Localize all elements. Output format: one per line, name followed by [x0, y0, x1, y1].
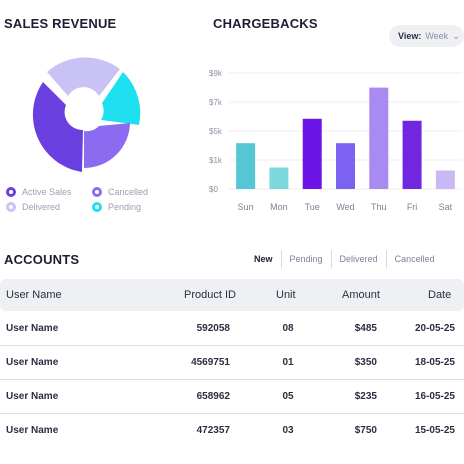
legend-cancelled: Cancelled	[92, 187, 148, 197]
y-tick-label: $5k	[209, 127, 223, 136]
x-tick-label: Mon	[270, 202, 288, 212]
bar-fri[interactable]	[402, 120, 422, 189]
cell-date: 18-05-25	[414, 357, 455, 368]
bar-wed[interactable]	[336, 143, 355, 189]
legend-dot-icon	[92, 187, 102, 197]
table-row[interactable]: User Name 4569751 01 $350 18-05-25	[0, 345, 464, 380]
chevron-down-icon: ⌄	[452, 30, 460, 41]
cell-date: 20-05-25	[414, 323, 455, 334]
tab-delivered[interactable]: Delivered	[339, 254, 378, 264]
legend-dot-icon	[6, 202, 16, 212]
column-header-user-name[interactable]: User Name	[6, 289, 62, 301]
tab-pending[interactable]: Pending	[289, 254, 323, 264]
cell-amount: $235	[354, 391, 377, 402]
accounts-tabs: New Pending Delivered Cancelled	[246, 250, 443, 268]
table-header: User Name Product ID Unit Amount Date	[0, 279, 464, 311]
y-tick-label: $7k	[209, 98, 223, 107]
legend-dot-icon	[6, 187, 16, 197]
x-tick-label: Tue	[305, 202, 320, 212]
y-tick-label: $1k	[209, 156, 223, 165]
cell-amount: $350	[354, 357, 377, 368]
x-tick-label: Thu	[371, 202, 387, 212]
table-row[interactable]: User Name 592058 08 $485 20-05-25	[0, 311, 464, 346]
tab-cancelled[interactable]: Cancelled	[394, 254, 435, 264]
bar-sat[interactable]	[435, 170, 455, 189]
tab-divider	[330, 250, 332, 268]
tab-new[interactable]: New	[254, 254, 273, 264]
cell-unit: 08	[282, 323, 294, 334]
x-tick-label: Sun	[238, 202, 254, 212]
column-header-amount[interactable]: Amount	[342, 289, 380, 301]
cell-product-id: 592058	[196, 323, 230, 334]
cell-unit: 01	[282, 357, 294, 368]
bar-tue[interactable]	[302, 118, 322, 189]
cell-date: 15-05-25	[414, 425, 455, 436]
column-header-date[interactable]: Date	[428, 289, 452, 301]
legend-pending: Pending	[92, 202, 141, 212]
view-label: View:	[398, 31, 422, 41]
cell-unit: 05	[282, 391, 294, 402]
cell-user-name: User Name	[6, 425, 59, 436]
column-header-unit[interactable]: Unit	[276, 289, 296, 301]
x-tick-label: Fri	[407, 202, 418, 212]
legend-dot-icon	[92, 202, 102, 212]
y-tick-label: $0	[209, 185, 218, 194]
donut-segment-active-sales[interactable]	[32, 82, 83, 172]
donut-segment-delivered[interactable]	[47, 57, 120, 96]
cell-user-name: User Name	[6, 391, 59, 402]
cell-date: 16-05-25	[414, 391, 455, 402]
legend-label: Cancelled	[108, 187, 149, 197]
cell-amount: $485	[354, 323, 377, 334]
bar-thu[interactable]	[369, 87, 389, 189]
x-tick-label: Wed	[336, 202, 354, 212]
cell-unit: 03	[282, 425, 294, 436]
column-header-product-id[interactable]: Product ID	[184, 289, 236, 301]
bar-sun[interactable]	[236, 143, 256, 189]
view-period-dropdown[interactable]: View: Week ⌄	[389, 25, 464, 47]
sales-donut-chart	[32, 57, 141, 172]
bar-mon[interactable]	[269, 167, 289, 189]
accounts-title: ACCOUNTS	[4, 252, 80, 267]
chargebacks-bar-chart: $0 $1k $5k $7k $9k Sun Mon Tue Wed Thu Fri Sat	[209, 69, 462, 212]
donut-segment-pending[interactable]	[101, 72, 141, 125]
y-tick-label: $9k	[209, 69, 223, 78]
cell-product-id: 4569751	[191, 357, 230, 368]
view-value: Week	[425, 31, 449, 41]
donut-segment-cancelled[interactable]	[84, 123, 130, 168]
table-row[interactable]: User Name 658962 05 $235 16-05-25	[0, 379, 464, 414]
legend-active-sales: Active Sales	[6, 187, 72, 197]
cell-product-id: 472357	[196, 425, 230, 436]
legend-label: Pending	[108, 202, 142, 212]
cell-user-name: User Name	[6, 357, 59, 368]
legend-delivered: Delivered	[6, 202, 60, 212]
tab-divider	[280, 250, 282, 268]
cell-product-id: 658962	[196, 391, 230, 402]
legend-label: Active Sales	[22, 187, 72, 197]
chargebacks-title: CHARGEBACKS	[213, 16, 318, 31]
sales-revenue-title: SALES REVENUE	[4, 16, 117, 31]
legend-label: Delivered	[22, 202, 61, 212]
cell-amount: $750	[354, 425, 377, 436]
x-tick-label: Sat	[439, 202, 453, 212]
table-row[interactable]: User Name 472357 03 $750 15-05-25	[0, 413, 464, 447]
tab-divider	[385, 250, 387, 268]
cell-user-name: User Name	[6, 323, 59, 334]
